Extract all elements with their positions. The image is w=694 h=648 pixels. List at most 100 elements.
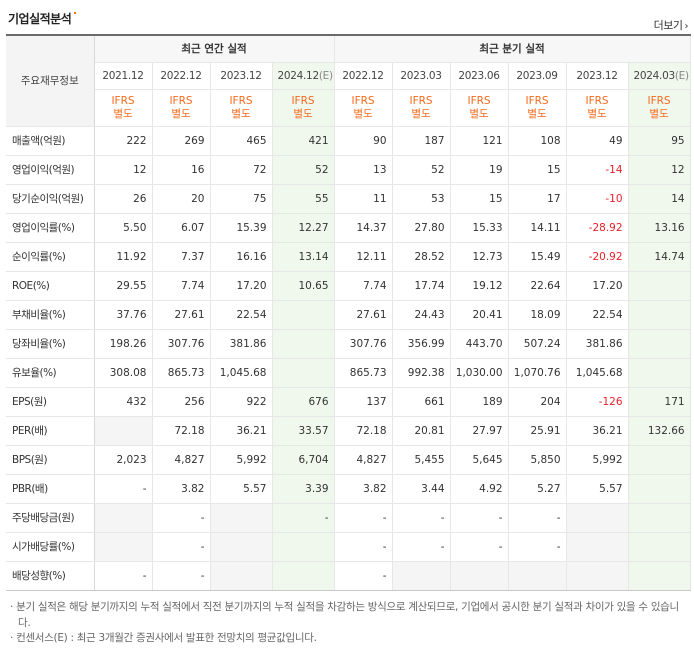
basis-label: IFRS 별도 [392,89,451,127]
table-row: EPS(원) 432 256 922 676 137 661 189 204 -126 171 [6,386,691,417]
basis-label: IFRS 별도 [566,89,629,127]
table-cell: - [333,532,393,562]
basis-label: IFRS 별도 [272,89,335,127]
table-cell: 52 [392,155,451,185]
table-cell: 507.24 [508,329,567,359]
table-cell: 121 [450,125,509,156]
table-cell [94,532,153,562]
table-row: 시가배당률(%) - - - - - [6,532,691,562]
table-cell: 661 [392,386,451,417]
table-cell: 7.74 [152,271,211,301]
table-cell: 3.82 [333,474,393,504]
table-row: PER(배) 72.18 36.21 33.57 72.18 20.81 27.97 25.9… [6,416,691,446]
table-cell [272,358,335,388]
table-cell: 381.86 [210,329,273,359]
table-cell [628,502,691,533]
table-cell: 20.41 [450,299,509,330]
table-cell: -28.92 [566,212,629,243]
table-cell: 307.76 [152,329,211,359]
basis-label: IFRS 별도 [450,89,509,127]
table-cell [628,329,691,359]
table-cell [508,561,567,591]
table-cell: - [508,532,567,562]
table-cell: 269 [152,125,211,156]
period-header: 2024.03(E) [628,62,691,90]
more-button[interactable]: 더보기 › [653,17,689,33]
table-cell: -126 [566,386,629,417]
table-row: 영업이익률(%) 5.50 6.07 15.39 12.27 14.37 27.80 15.3… [6,212,691,243]
quarter-group-header: 최근 분기 실적 [333,34,691,63]
table-cell: 52 [272,155,335,185]
period-header: 2022.12 [333,62,393,90]
period-header: 2023.09 [508,62,567,90]
table-cell: 36.21 [210,416,273,446]
annual-group-header: 최근 연간 실적 [94,34,335,63]
table-cell: 17.20 [566,271,629,301]
table-row: 순이익률(%) 11.92 7.37 16.16 13.14 12.11 28.52 12.7… [6,242,691,272]
row-label: 배당성향(%) [6,561,95,591]
table-cell [94,416,153,446]
row-label: ROE(%) [6,271,95,301]
table-cell [210,532,273,562]
basis-label: IFRS 별도 [152,89,211,127]
table-cell: - [450,532,509,562]
more-label: 더보기 [653,19,683,32]
table-cell [392,561,451,591]
table-cell: 443.70 [450,329,509,359]
table-cell [272,561,335,591]
table-cell: 356.99 [392,329,451,359]
basis-label: IFRS 별도 [94,89,153,127]
table-cell: 11.92 [94,242,153,272]
table-cell: 53 [392,184,451,214]
table-cell [628,561,691,591]
section-header: 기업실적분석 더보기 › [8,10,688,32]
table-cell: 16.16 [210,242,273,272]
table-cell: 11 [333,184,393,214]
table-cell [628,474,691,504]
table-row: PBR(배) -3.82 5.57 3.39 3.82 3.44 4.92 5.27 5.57 [6,474,691,504]
table-cell: 12.73 [450,242,509,272]
table-cell: 17.74 [392,271,451,301]
table-cell: 5,455 [392,445,451,475]
table-cell: 4,827 [333,445,393,475]
table-cell [566,502,629,533]
table-cell [450,561,509,591]
table-cell: 3.44 [392,474,451,504]
table-cell: 5,645 [450,445,509,475]
table-cell: 5.50 [94,212,153,243]
table-cell: 12.27 [272,212,335,243]
row-label: 영업이익(억원) [6,155,95,185]
period-header: 2022.12 [152,62,211,90]
row-label: BPS(원) [6,445,95,475]
row-label: 순이익률(%) [6,242,95,272]
table-cell: -20.92 [566,242,629,272]
table-cell: 992.38 [392,358,451,388]
table-cell: 15.49 [508,242,567,272]
table-cell: 2,023 [94,445,153,475]
table-row: 당좌비율(%) 198.26 307.76 381.86 307.76 356.99 443… [6,329,691,359]
table-cell: 12 [94,155,153,185]
table-cell: 13 [333,155,393,185]
table-cell: 19 [450,155,509,185]
table-cell: 10.65 [272,271,335,301]
table-cell [628,271,691,301]
table-row: 부채비율(%) 37.76 27.61 22.54 27.61 24.43 20.41 18.… [6,299,691,330]
financial-table: 주요재무정보 최근 연간 실적 최근 분기 실적 2021.12 2022.12 2… [6,34,691,591]
table-cell: - [94,561,153,591]
table-cell: - [152,561,211,591]
table-cell: 5,992 [566,445,629,475]
table-cell: 222 [94,125,153,156]
table-cell: 465 [210,125,273,156]
table-cell: 6.07 [152,212,211,243]
table-cell: 16 [152,155,211,185]
table-row: BPS(원) 2,023 4,827 5,992 6,704 4,827 5,455 5,64… [6,445,691,475]
table-cell: 25.91 [508,416,567,446]
table-cell: 256 [152,386,211,417]
table-cell: 15.33 [450,212,509,243]
table-cell: 27.61 [152,299,211,330]
table-cell: 676 [272,386,335,417]
row-label: 당기순이익(억원) [6,184,95,214]
table-cell: - [272,502,335,533]
table-cell: 15 [508,155,567,185]
table-cell: 922 [210,386,273,417]
